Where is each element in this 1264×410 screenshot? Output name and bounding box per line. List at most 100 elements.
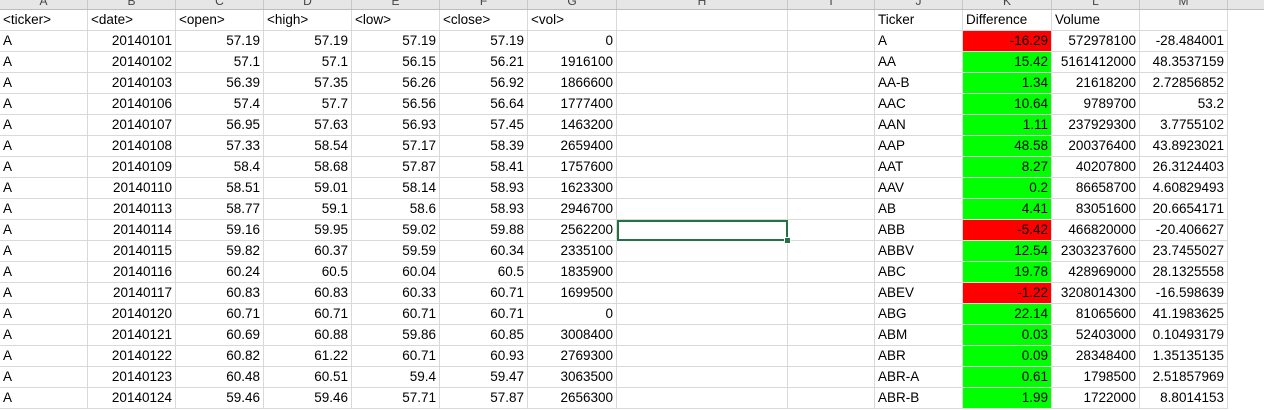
- cell-b[interactable]: 20140102: [88, 52, 176, 73]
- cell-g[interactable]: 1757600: [528, 157, 617, 178]
- cell-ticker[interactable]: AAC: [875, 94, 963, 115]
- cell-percent[interactable]: 23.7455027: [1140, 241, 1228, 262]
- cell-ticker[interactable]: AA-B: [875, 73, 963, 94]
- cell-percent[interactable]: 4.60829493: [1140, 178, 1228, 199]
- cell-e[interactable]: 59.86: [352, 325, 440, 346]
- cell-a[interactable]: A: [0, 388, 88, 409]
- cell-g[interactable]: 2769300: [528, 346, 617, 367]
- cell-difference[interactable]: 48.58: [963, 136, 1052, 157]
- column-header-b[interactable]: B: [88, 0, 176, 9]
- cell-volume[interactable]: 1722000: [1052, 388, 1140, 409]
- cell-b[interactable]: 20140123: [88, 367, 176, 388]
- cell-c[interactable]: 59.16: [176, 220, 264, 241]
- cell-d[interactable]: 57.1: [264, 52, 352, 73]
- column-header-l[interactable]: L: [1052, 0, 1140, 9]
- fill-handle[interactable]: [784, 237, 791, 244]
- cell-percent[interactable]: 0.10493179: [1140, 325, 1228, 346]
- cell-volume[interactable]: 40207800: [1052, 157, 1140, 178]
- cell-difference[interactable]: 8.27: [963, 157, 1052, 178]
- cell-f[interactable]: 60.85: [440, 325, 528, 346]
- cell-a[interactable]: A: [0, 220, 88, 241]
- column-header-f[interactable]: F: [440, 0, 528, 9]
- cell-a[interactable]: A: [0, 304, 88, 325]
- cell-f[interactable]: 58.93: [440, 178, 528, 199]
- cell-h[interactable]: [617, 73, 788, 94]
- cell-b[interactable]: 20140114: [88, 220, 176, 241]
- cell-e[interactable]: 58.6: [352, 199, 440, 220]
- header-cell-h[interactable]: [617, 10, 788, 31]
- header-cell-m[interactable]: [1140, 10, 1228, 31]
- cell-b[interactable]: 20140106: [88, 94, 176, 115]
- cell-f[interactable]: 60.93: [440, 346, 528, 367]
- cell-i[interactable]: [788, 157, 875, 178]
- cell-f[interactable]: 60.5: [440, 262, 528, 283]
- cell-difference[interactable]: 1.34: [963, 73, 1052, 94]
- cell-i[interactable]: [788, 283, 875, 304]
- cell-volume[interactable]: 28348400: [1052, 346, 1140, 367]
- cell-volume[interactable]: 2303237600: [1052, 241, 1140, 262]
- cell-h[interactable]: [617, 136, 788, 157]
- header-cell-j[interactable]: Ticker: [875, 10, 963, 31]
- cell-difference[interactable]: -1.22: [963, 283, 1052, 304]
- cell-ticker[interactable]: AB: [875, 199, 963, 220]
- cell-h[interactable]: [617, 388, 788, 409]
- cell-e[interactable]: 60.33: [352, 283, 440, 304]
- cell-b[interactable]: 20140108: [88, 136, 176, 157]
- cell-percent[interactable]: 26.3124403: [1140, 157, 1228, 178]
- cell-h[interactable]: [617, 157, 788, 178]
- cell-f[interactable]: 56.21: [440, 52, 528, 73]
- cell-ticker[interactable]: ABR-A: [875, 367, 963, 388]
- cell-c[interactable]: 56.39: [176, 73, 264, 94]
- cell-e[interactable]: 60.71: [352, 304, 440, 325]
- cell-h[interactable]: [617, 199, 788, 220]
- cell-difference[interactable]: 4.41: [963, 199, 1052, 220]
- cell-d[interactable]: 57.19: [264, 31, 352, 52]
- cell-f[interactable]: 59.47: [440, 367, 528, 388]
- cell-e[interactable]: 59.59: [352, 241, 440, 262]
- cell-c[interactable]: 60.71: [176, 304, 264, 325]
- cell-a[interactable]: A: [0, 31, 88, 52]
- cell-e[interactable]: 60.04: [352, 262, 440, 283]
- cell-i[interactable]: [788, 388, 875, 409]
- cell-b[interactable]: 20140109: [88, 157, 176, 178]
- cell-ticker[interactable]: AAP: [875, 136, 963, 157]
- cell-e[interactable]: 59.4: [352, 367, 440, 388]
- cell-h[interactable]: [617, 325, 788, 346]
- cell-percent[interactable]: 3.7755102: [1140, 115, 1228, 136]
- cell-a[interactable]: A: [0, 346, 88, 367]
- cell-d[interactable]: 58.68: [264, 157, 352, 178]
- cell-d[interactable]: 58.54: [264, 136, 352, 157]
- cell-d[interactable]: 60.71: [264, 304, 352, 325]
- cell-volume[interactable]: 83051600: [1052, 199, 1140, 220]
- cell-c[interactable]: 59.82: [176, 241, 264, 262]
- cell-difference[interactable]: -16.29: [963, 31, 1052, 52]
- cell-i[interactable]: [788, 367, 875, 388]
- cell-volume[interactable]: 9789700: [1052, 94, 1140, 115]
- cell-difference[interactable]: 0.61: [963, 367, 1052, 388]
- cell-c[interactable]: 60.82: [176, 346, 264, 367]
- cell-g[interactable]: 2335100: [528, 241, 617, 262]
- cell-g[interactable]: 2562200: [528, 220, 617, 241]
- cell-i[interactable]: [788, 52, 875, 73]
- cell-d[interactable]: 59.46: [264, 388, 352, 409]
- cell-i[interactable]: [788, 115, 875, 136]
- cell-difference[interactable]: 1.99: [963, 388, 1052, 409]
- cell-g[interactable]: 1835900: [528, 262, 617, 283]
- column-header-e[interactable]: E: [352, 0, 440, 9]
- header-cell-c[interactable]: <open>: [176, 10, 264, 31]
- cell-b[interactable]: 20140107: [88, 115, 176, 136]
- cell-e[interactable]: 56.15: [352, 52, 440, 73]
- cell-i[interactable]: [788, 136, 875, 157]
- cell-a[interactable]: A: [0, 283, 88, 304]
- cell-d[interactable]: 60.51: [264, 367, 352, 388]
- cell-g[interactable]: 2656300: [528, 388, 617, 409]
- cell-difference[interactable]: 0.03: [963, 325, 1052, 346]
- cell-g[interactable]: 1699500: [528, 283, 617, 304]
- cell-i[interactable]: [788, 304, 875, 325]
- cell-g[interactable]: 3008400: [528, 325, 617, 346]
- cell-f[interactable]: 57.87: [440, 388, 528, 409]
- cell-d[interactable]: 57.35: [264, 73, 352, 94]
- cell-g[interactable]: 1866600: [528, 73, 617, 94]
- column-header-j[interactable]: J: [875, 0, 963, 9]
- cell-i[interactable]: [788, 262, 875, 283]
